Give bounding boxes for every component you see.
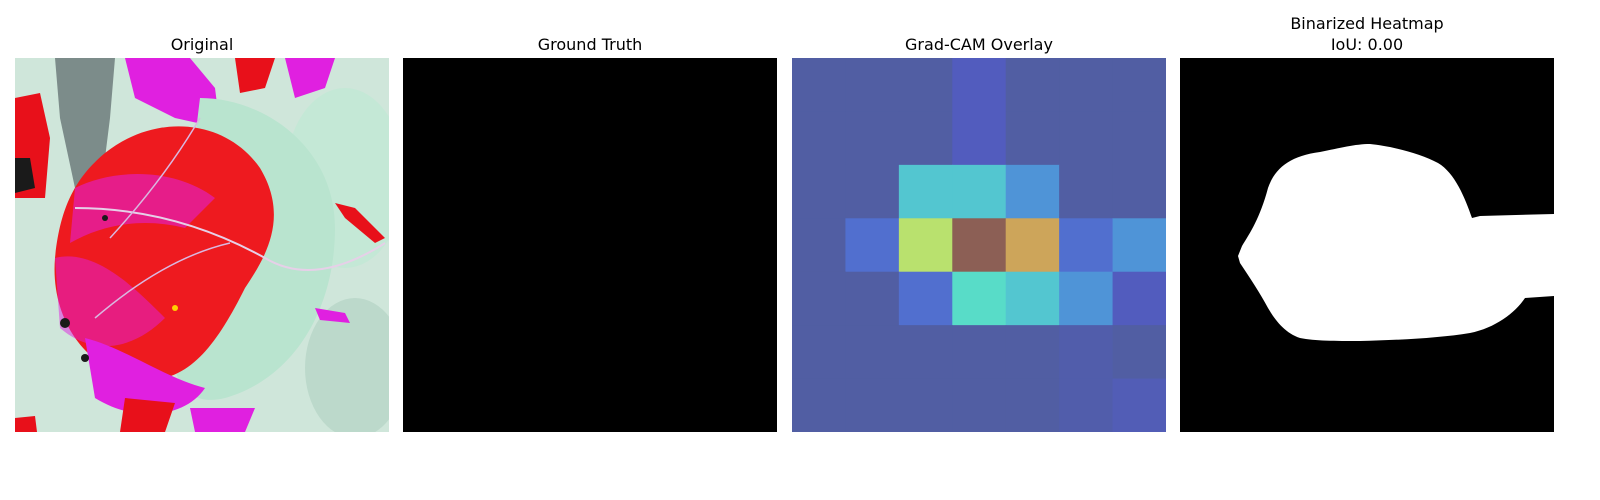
gradcam-cell bbox=[845, 271, 900, 326]
gradcam-cell bbox=[1005, 325, 1060, 380]
gradcam-cell bbox=[1112, 271, 1166, 326]
binarized-heatmap-title: Binarized Heatmap IoU: 0.00 bbox=[1180, 13, 1554, 55]
gradcam-cell bbox=[792, 378, 846, 432]
gradcam-cell bbox=[1112, 378, 1166, 432]
gradcam-cell bbox=[792, 164, 846, 219]
gradcam-cell bbox=[1112, 111, 1166, 166]
ground-truth-mask bbox=[403, 58, 777, 432]
ground-truth-title: Ground Truth bbox=[537, 35, 643, 54]
gradcam-cell bbox=[1005, 378, 1060, 432]
gradcam-cell bbox=[1059, 111, 1114, 166]
gradcam-cell bbox=[1112, 58, 1166, 112]
gradcam-cell bbox=[1059, 58, 1114, 112]
gradcam-cell bbox=[845, 218, 900, 273]
gradcam-cell bbox=[898, 271, 953, 326]
gradcam-cell bbox=[952, 164, 1007, 219]
gradcam-cell bbox=[898, 378, 953, 432]
gradcam-cell bbox=[952, 218, 1007, 273]
gradcam-cell bbox=[792, 58, 846, 112]
gradcam-cell bbox=[845, 164, 900, 219]
gradcam-cell bbox=[1059, 325, 1114, 380]
binary-mask-region bbox=[1238, 144, 1554, 341]
gradcam-cell bbox=[1059, 218, 1114, 273]
gradcam-cell bbox=[1005, 164, 1060, 219]
gradcam-cell bbox=[1005, 218, 1060, 273]
gradcam-cell bbox=[1005, 271, 1060, 326]
gradcam-cell bbox=[845, 378, 900, 432]
gradcam-cell bbox=[845, 58, 900, 112]
gradcam-cell bbox=[845, 111, 900, 166]
gradcam-cell bbox=[792, 218, 846, 273]
gradcam-cell bbox=[898, 218, 953, 273]
gradcam-cell bbox=[1059, 164, 1114, 219]
gradcam-cell bbox=[1059, 378, 1114, 432]
gradcam-cell bbox=[952, 111, 1007, 166]
gradcam-cell bbox=[898, 111, 953, 166]
gradcam-overlay bbox=[792, 58, 1166, 432]
gradcam-cell bbox=[1112, 164, 1166, 219]
gradcam-cell bbox=[952, 325, 1007, 380]
gradcam-cell bbox=[792, 271, 846, 326]
binarized-heatmap-title-line1: Binarized Heatmap bbox=[1290, 14, 1444, 33]
gradcam-cell bbox=[1112, 325, 1166, 380]
gradcam-cell bbox=[1005, 111, 1060, 166]
gradcam-cell bbox=[792, 111, 846, 166]
gradcam-cell bbox=[1059, 271, 1114, 326]
iou-label: IoU: 0.00 bbox=[1330, 35, 1404, 54]
gradcam-cell bbox=[792, 325, 846, 380]
original-image bbox=[15, 58, 389, 432]
gradcam-cell bbox=[952, 58, 1007, 112]
gradcam-cell bbox=[1112, 218, 1166, 273]
binarized-mask bbox=[1180, 58, 1554, 432]
gradcam-cell bbox=[952, 271, 1007, 326]
gradcam-cell bbox=[1005, 58, 1060, 112]
gradcam-cell bbox=[898, 164, 953, 219]
gradcam-cell bbox=[898, 325, 953, 380]
gradcam-cell bbox=[952, 378, 1007, 432]
original-title: Original bbox=[170, 35, 234, 54]
gradcam-overlay-title: Grad-CAM Overlay bbox=[905, 35, 1053, 54]
gradcam-cell bbox=[898, 58, 953, 112]
gradcam-cell bbox=[845, 325, 900, 380]
